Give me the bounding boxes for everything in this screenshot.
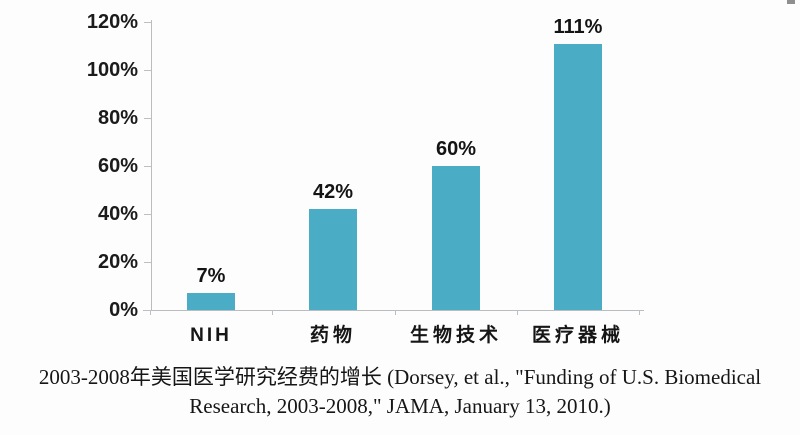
y-tick-label: 100% [86,59,138,81]
x-tick-mark [272,310,273,315]
category-label-生物技术: 生物技术 [409,325,502,346]
y-tick-label: 80% [97,107,138,129]
y-tick-label: 40% [97,203,138,225]
bar-药物 [309,209,357,310]
bar-生物技术 [432,166,480,310]
y-tick-mark [144,70,152,71]
y-tick-label: 20% [97,251,138,273]
corner-artifact [787,0,795,4]
bar-value-label: 111% [553,16,603,38]
x-tick-mark [395,310,396,315]
category-label-医疗器械: 医疗器械 [531,325,624,346]
y-tick-label: 60% [97,155,138,177]
x-tick-mark [639,310,640,315]
y-tick-mark [144,166,152,167]
y-tick-mark [144,262,152,263]
bar-value-label: 7% [196,265,226,287]
x-axis-line [143,310,644,311]
x-tick-mark [517,310,518,315]
y-tick-mark [144,22,152,23]
chart-caption: 2003-2008年美国医学研究经费的增长 (Dorsey, et al., "… [0,362,800,420]
x-tick-mark [150,310,151,315]
caption-line-1: 2003-2008年美国医学研究经费的增长 (Dorsey, et al., "… [38,365,762,389]
category-label-NIH: NIH [190,325,232,346]
bar-医疗器械 [554,44,602,310]
bar-NIH [187,293,235,310]
y-tick-label: 0% [109,299,138,321]
y-tick-mark [144,214,152,215]
caption-line-2: Research, 2003-2008," JAMA, January 13, … [189,394,611,418]
y-tick-mark [144,310,152,311]
y-tick-label: 120% [86,11,138,33]
y-tick-mark [144,118,152,119]
bar-value-label: 42% [312,181,354,203]
bar-value-label: 60% [435,138,477,160]
category-label-药物: 药物 [309,325,356,346]
y-axis-line [151,20,152,311]
